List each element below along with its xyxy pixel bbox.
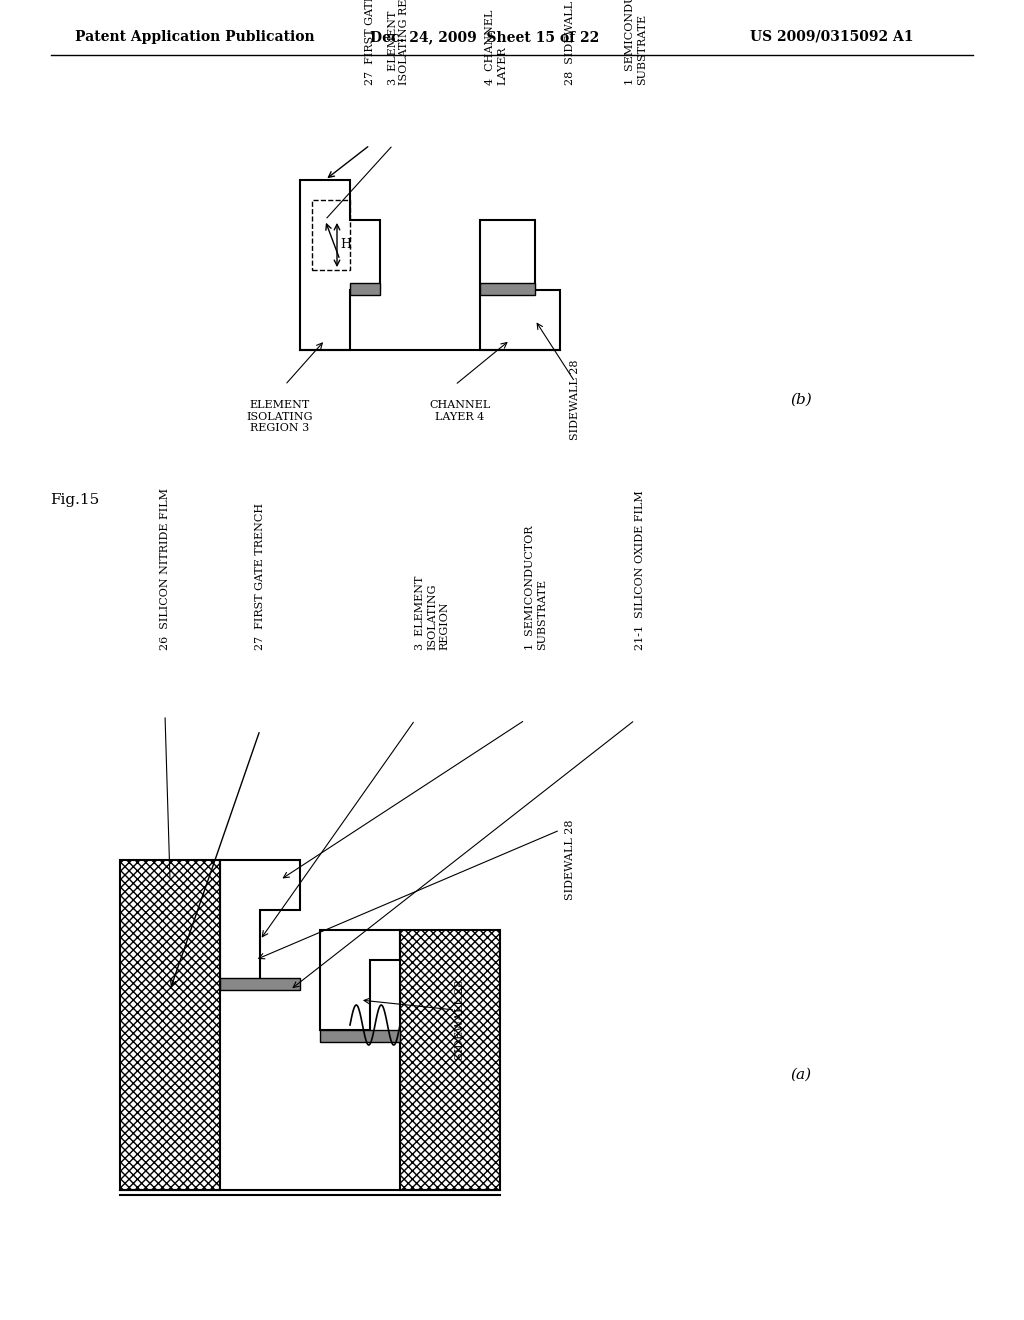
Text: 4  CHANNEL: 4 CHANNEL [485, 9, 495, 84]
Text: 21-1  SILICON OXIDE FILM: 21-1 SILICON OXIDE FILM [635, 490, 645, 649]
Text: 1  SEMICONDUCTOR: 1 SEMICONDUCTOR [625, 0, 635, 84]
Text: US 2009/0315092 A1: US 2009/0315092 A1 [750, 30, 913, 44]
Text: SIDEWALL 28: SIDEWALL 28 [570, 360, 580, 441]
Text: SUBSTRATE: SUBSTRATE [537, 579, 547, 649]
Bar [350, 282, 380, 294]
Text: ISOLATING REGION: ISOLATING REGION [399, 0, 409, 84]
Text: Dec. 24, 2009  Sheet 15 of 22: Dec. 24, 2009 Sheet 15 of 22 [370, 30, 599, 44]
Text: SIDEWALL 28: SIDEWALL 28 [455, 979, 465, 1060]
Text: H: H [340, 239, 351, 252]
Text: Fig.15: Fig.15 [50, 492, 99, 507]
Bar [480, 282, 535, 294]
Bar [220, 978, 300, 990]
Text: (a): (a) [790, 1068, 811, 1082]
Bar [400, 931, 500, 1191]
Text: 27  FIRST GATE TRENCH: 27 FIRST GATE TRENCH [255, 503, 265, 649]
Text: ELEMENT
ISOLATING
REGION 3: ELEMENT ISOLATING REGION 3 [247, 400, 313, 433]
Text: 1  SEMICONDUCTOR: 1 SEMICONDUCTOR [525, 525, 535, 649]
Bar [312, 201, 350, 271]
Text: 28  SIDEWALL: 28 SIDEWALL [565, 1, 575, 84]
Text: (b): (b) [790, 393, 812, 407]
Text: REGION: REGION [439, 602, 449, 649]
Text: ISOLATING: ISOLATING [427, 583, 437, 649]
Text: CHANNEL
LAYER 4: CHANNEL LAYER 4 [429, 400, 490, 421]
Text: 27  FIRST GATE TRENCH: 27 FIRST GATE TRENCH [365, 0, 375, 84]
Bar [319, 1030, 400, 1041]
Text: Patent Application Publication: Patent Application Publication [75, 30, 314, 44]
Text: 3  ELEMENT: 3 ELEMENT [388, 11, 398, 84]
Text: 26  SILICON NITRIDE FILM: 26 SILICON NITRIDE FILM [160, 488, 170, 649]
Text: 3  ELEMENT: 3 ELEMENT [415, 576, 425, 649]
Text: SUBSTRATE: SUBSTRATE [637, 15, 647, 84]
Text: SIDEWALL 28: SIDEWALL 28 [565, 820, 575, 900]
Bar [120, 861, 220, 1191]
Text: LAYER: LAYER [497, 46, 507, 84]
